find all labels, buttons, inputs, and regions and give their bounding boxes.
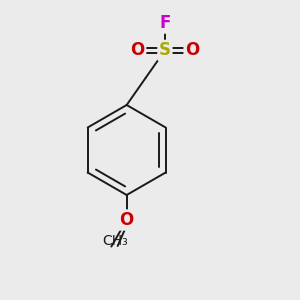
Text: O: O [130, 41, 145, 59]
Text: CH₃: CH₃ [102, 234, 128, 248]
Text: S: S [159, 41, 171, 59]
Text: F: F [159, 14, 171, 32]
Text: O: O [119, 211, 134, 229]
Text: O: O [185, 41, 200, 59]
